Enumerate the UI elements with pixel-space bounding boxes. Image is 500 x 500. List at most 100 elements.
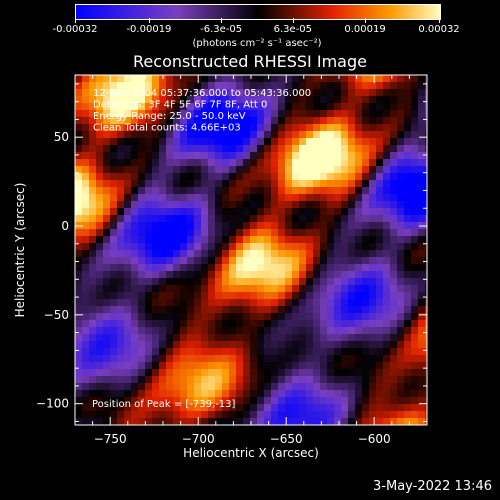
heatmap-cell — [383, 222, 391, 230]
heatmap-cell — [124, 250, 132, 258]
heatmap-cell — [201, 313, 209, 321]
heatmap-cell — [145, 376, 153, 384]
heatmap-cell — [194, 327, 202, 335]
heatmap-cell — [187, 201, 195, 209]
heatmap-cell — [341, 369, 349, 377]
heatmap-cell — [138, 313, 146, 321]
heatmap-cell — [313, 418, 321, 425]
heatmap-cell — [131, 355, 139, 363]
heatmap-cell — [180, 411, 188, 419]
heatmap-cell — [299, 187, 307, 195]
heatmap-cell — [404, 159, 412, 167]
heatmap-cell — [75, 306, 83, 314]
heatmap-cell — [250, 124, 258, 132]
heatmap-cell — [131, 173, 139, 181]
heatmap-cell — [152, 180, 160, 188]
heatmap-cell — [348, 145, 356, 153]
heatmap-cell — [229, 271, 237, 279]
heatmap-cell — [383, 404, 391, 412]
heatmap-cell — [376, 145, 384, 153]
heatmap-cell — [152, 110, 160, 118]
heatmap-cell — [131, 341, 139, 349]
heatmap-cell — [208, 222, 216, 230]
heatmap-cell — [152, 362, 160, 370]
heatmap-cell — [404, 306, 412, 314]
heatmap-cell — [180, 236, 188, 244]
heatmap-cell — [376, 243, 384, 251]
heatmap-cell — [89, 369, 97, 377]
heatmap-cell — [208, 250, 216, 258]
heatmap-cell — [341, 299, 349, 307]
heatmap-cell — [103, 362, 111, 370]
heatmap-cell — [327, 236, 335, 244]
heatmap-cell — [117, 285, 125, 293]
heatmap-cell — [89, 117, 97, 125]
heatmap-cell — [306, 103, 314, 111]
heatmap-cell — [299, 75, 307, 83]
heatmap-cell — [194, 320, 202, 328]
heatmap-cell — [341, 390, 349, 398]
heatmap-cell — [264, 124, 272, 132]
heatmap-cell — [376, 257, 384, 265]
heatmap-cell — [159, 320, 167, 328]
heatmap-cell — [278, 327, 286, 335]
heatmap-cell — [82, 96, 90, 104]
heatmap-cell — [215, 292, 223, 300]
heatmap-cell — [208, 313, 216, 321]
heatmap-cell — [152, 418, 160, 425]
heatmap-cell — [145, 320, 153, 328]
heatmap-cell — [397, 390, 405, 398]
heatmap-cell — [425, 138, 427, 146]
heatmap-cell — [327, 369, 335, 377]
heatmap-cell — [369, 404, 377, 412]
heatmap-cell — [257, 159, 265, 167]
heatmap-cell — [208, 264, 216, 272]
heatmap-cell — [369, 348, 377, 356]
heatmap-cell — [173, 180, 181, 188]
heatmap-cell — [348, 390, 356, 398]
heatmap-cell — [418, 229, 426, 237]
heatmap-cell — [362, 250, 370, 258]
heatmap-cell — [320, 215, 328, 223]
heatmap-cell — [117, 145, 125, 153]
heatmap-cell — [250, 355, 258, 363]
heatmap-cell — [264, 313, 272, 321]
heatmap-cell — [348, 222, 356, 230]
heatmap-cell — [208, 180, 216, 188]
heatmap-cell — [313, 264, 321, 272]
heatmap-cell — [201, 82, 209, 90]
heatmap-cell — [229, 138, 237, 146]
heatmap-cell — [208, 194, 216, 202]
heatmap-cell — [418, 306, 426, 314]
heatmap-cell — [222, 355, 230, 363]
heatmap-cell — [299, 390, 307, 398]
heatmap-cell — [138, 201, 146, 209]
heatmap-cell — [404, 320, 412, 328]
heatmap-cell — [341, 278, 349, 286]
heatmap-cell — [208, 348, 216, 356]
heatmap-cell — [306, 138, 314, 146]
heatmap-cell — [96, 215, 104, 223]
heatmap-cell — [320, 285, 328, 293]
heatmap-cell — [229, 222, 237, 230]
heatmap-cell — [117, 166, 125, 174]
heatmap-cell — [159, 173, 167, 181]
heatmap-cell — [117, 348, 125, 356]
heatmap-cell — [369, 89, 377, 97]
heatmap-cell — [187, 124, 195, 132]
heatmap-cell — [103, 208, 111, 216]
heatmap-cell — [278, 264, 286, 272]
heatmap-cell — [159, 180, 167, 188]
heatmap-cell — [166, 271, 174, 279]
heatmap-cell — [117, 201, 125, 209]
heatmap-cell — [299, 271, 307, 279]
heatmap-cell — [96, 194, 104, 202]
heatmap-cell — [264, 222, 272, 230]
heatmap-cell — [292, 166, 300, 174]
heatmap-cell — [313, 82, 321, 90]
heatmap-cell — [348, 292, 356, 300]
heatmap-cell — [355, 376, 363, 384]
heatmap-cell — [117, 194, 125, 202]
heatmap-cell — [215, 327, 223, 335]
heatmap-cell — [278, 222, 286, 230]
